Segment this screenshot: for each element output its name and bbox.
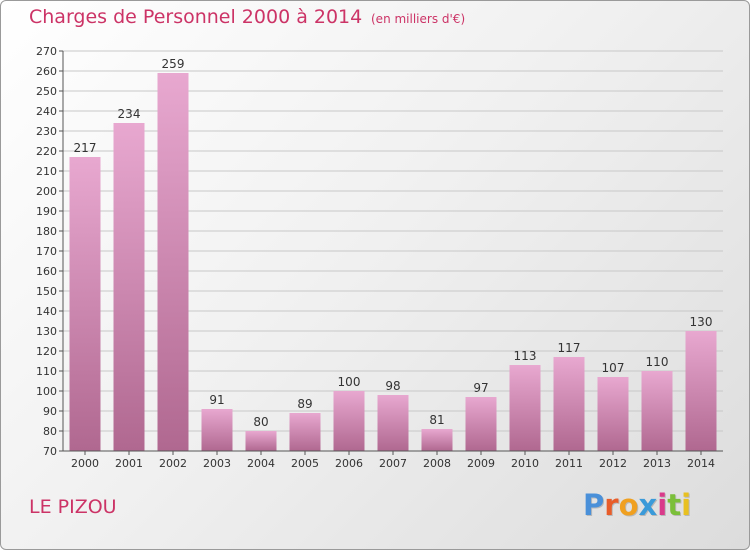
logo-letter: t	[667, 488, 682, 522]
y-tick-label: 180	[36, 225, 57, 238]
y-tick-label: 220	[36, 145, 57, 158]
logo-letter: P	[583, 488, 605, 522]
x-tick-label: 2013	[643, 457, 671, 470]
logo-letter: i	[681, 488, 692, 522]
data-label: 130	[690, 315, 713, 329]
data-label: 117	[558, 341, 581, 355]
x-tick-label: 2000	[71, 457, 99, 470]
x-tick-label: 2004	[247, 457, 275, 470]
y-tick-label: 250	[36, 85, 57, 98]
data-label: 81	[429, 413, 444, 427]
logo-letter: i	[657, 488, 668, 522]
data-label: 259	[162, 57, 185, 71]
bars	[69, 73, 717, 451]
x-tick-label: 2002	[159, 457, 187, 470]
logo-letter: o	[618, 488, 639, 522]
proxiti-logo[interactable]: Proxiti	[583, 488, 691, 522]
y-tick-label: 130	[36, 325, 57, 338]
data-label: 217	[74, 141, 97, 155]
bar-2009	[465, 397, 497, 451]
data-label: 107	[602, 361, 625, 375]
bar-2002	[157, 73, 189, 451]
y-tick-label: 190	[36, 205, 57, 218]
x-tick-label: 2006	[335, 457, 363, 470]
data-label: 113	[514, 349, 537, 363]
y-tick-label: 170	[36, 245, 57, 258]
x-tick-label: 2012	[599, 457, 627, 470]
bar-2007	[377, 395, 409, 451]
data-label: 89	[297, 397, 312, 411]
bar-2011	[553, 357, 585, 451]
x-tick-label: 2008	[423, 457, 451, 470]
data-label: 110	[646, 355, 669, 369]
x-tick-label: 2009	[467, 457, 495, 470]
bar-2013	[641, 371, 673, 451]
bar-2010	[509, 365, 541, 451]
bar-2014	[685, 331, 717, 451]
axes: 7080901001101201301401501601701801902002…	[36, 45, 723, 470]
bar-2008	[421, 429, 453, 451]
x-tick-label: 2014	[687, 457, 715, 470]
data-label: 234	[118, 107, 141, 121]
x-tick-label: 2003	[203, 457, 231, 470]
y-tick-label: 270	[36, 45, 57, 58]
logo-letter: r	[604, 488, 619, 522]
chart-title: Charges de Personnel 2000 à 2014	[29, 6, 363, 28]
y-tick-label: 120	[36, 345, 57, 358]
y-tick-label: 90	[43, 405, 57, 418]
data-label: 97	[473, 381, 488, 395]
bar-2001	[113, 123, 145, 451]
data-label: 80	[253, 415, 268, 429]
y-tick-label: 80	[43, 425, 57, 438]
y-tick-label: 210	[36, 165, 57, 178]
y-tick-label: 240	[36, 105, 57, 118]
y-tick-label: 200	[36, 185, 57, 198]
x-tick-label: 2011	[555, 457, 583, 470]
y-tick-label: 70	[43, 445, 57, 458]
x-tick-label: 2007	[379, 457, 407, 470]
x-tick-label: 2005	[291, 457, 319, 470]
y-tick-label: 110	[36, 365, 57, 378]
y-tick-label: 140	[36, 305, 57, 318]
y-tick-label: 160	[36, 265, 57, 278]
data-label: 91	[209, 393, 224, 407]
data-label: 98	[385, 379, 400, 393]
y-tick-label: 150	[36, 285, 57, 298]
y-tick-label: 100	[36, 385, 57, 398]
bar-2000	[69, 157, 101, 451]
commune-name: LE PIZOU	[29, 496, 117, 518]
data-label: 100	[338, 375, 361, 389]
chart-subtitle: (en milliers d'€)	[371, 12, 466, 26]
x-tick-label: 2010	[511, 457, 539, 470]
y-tick-label: 260	[36, 65, 57, 78]
bar-2003	[201, 409, 233, 451]
logo-letter: x	[638, 488, 658, 522]
bar-2005	[289, 413, 321, 451]
data-labels: 217 234 259 91 80 89 100 98 81 97 113 117 107 110 130	[74, 57, 713, 429]
bar-2004	[245, 431, 277, 451]
bar-2006	[333, 391, 365, 451]
bar-2012	[597, 377, 629, 451]
y-tick-label: 230	[36, 125, 57, 138]
x-tick-label: 2001	[115, 457, 143, 470]
